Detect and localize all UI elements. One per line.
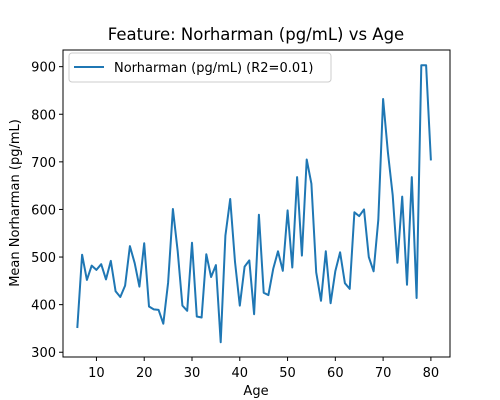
y-tick-label: 800 xyxy=(31,108,56,123)
y-tick-label: 900 xyxy=(31,61,56,76)
x-tick-label: 20 xyxy=(136,366,153,381)
series-line-0 xyxy=(76,64,432,344)
x-tick-label: 30 xyxy=(184,366,201,381)
y-tick-label: 500 xyxy=(31,251,56,266)
x-axis-label: Age xyxy=(243,384,268,399)
x-tick-label: 10 xyxy=(88,366,105,381)
x-tick-label: 50 xyxy=(279,366,296,381)
legend: Norharman (pg/mL) (R2=0.01) xyxy=(68,52,332,83)
legend-box xyxy=(68,52,332,83)
x-tick-label: 70 xyxy=(375,366,392,381)
y-tick-label: 300 xyxy=(31,346,56,361)
y-axis-label: Mean Norharman (pg/mL) xyxy=(8,119,23,287)
y-tick-label: 600 xyxy=(31,203,56,218)
axes-frame xyxy=(62,49,451,358)
legend-label: Norharman (pg/mL) (R2=0.01) xyxy=(114,61,313,76)
y-tick-label: 700 xyxy=(31,156,56,171)
x-tick-label: 80 xyxy=(423,366,440,381)
y-tick-label: 400 xyxy=(31,299,56,314)
x-tick-label: 40 xyxy=(232,366,249,381)
chart-title: Feature: Norharman (pg/mL) vs Age xyxy=(108,25,404,44)
x-tick-label: 60 xyxy=(327,366,344,381)
plot-area: 10 20 30 40 50 60 70 80 300 400 500 600 700 800 900 xyxy=(31,49,451,381)
